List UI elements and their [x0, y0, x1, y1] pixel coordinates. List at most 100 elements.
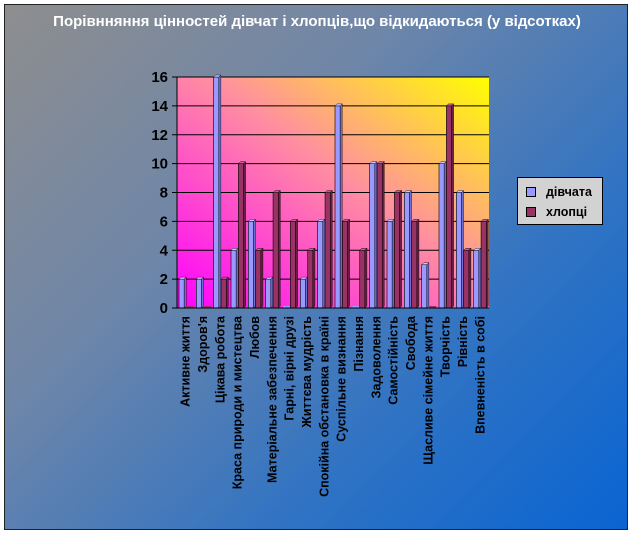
- y-tick-label: 6: [160, 213, 168, 230]
- y-tick-label: 10: [151, 156, 168, 173]
- bar-divchata: [178, 278, 185, 309]
- bar-khloptsi: [411, 221, 418, 309]
- legend-label-khloptsi: хлопці: [546, 205, 588, 219]
- x-tick-label: Краса природи и мистецтва: [231, 315, 245, 489]
- x-tick-label: Свобода: [404, 315, 418, 370]
- bar-divchata: [473, 249, 480, 309]
- bar-side: [260, 247, 264, 309]
- bar-side: [253, 218, 256, 309]
- bar-khloptsi: [272, 192, 279, 309]
- bar-side: [270, 276, 274, 309]
- bar-divchata: [283, 306, 291, 308]
- bar-divchata: [334, 105, 341, 309]
- bar-divchata: [352, 306, 360, 308]
- bar-side: [374, 161, 378, 309]
- x-tick-label: Рівність: [456, 316, 470, 368]
- bar-khloptsi: [446, 105, 452, 309]
- bar-side: [322, 218, 326, 309]
- x-tick-label: Здоров'я: [196, 316, 210, 373]
- y-tick-label: 4: [160, 242, 169, 259]
- bar-side: [312, 247, 316, 309]
- bar-side: [201, 276, 204, 309]
- y-tick-label: 2: [160, 271, 168, 288]
- y-tick-label: 12: [151, 127, 168, 144]
- x-tick-label: Задоволення: [369, 316, 383, 398]
- bar-side: [295, 218, 298, 309]
- bar-side: [444, 161, 447, 309]
- bar-side: [243, 161, 246, 309]
- x-tick-label: Матеріальне забезпечення: [265, 316, 279, 483]
- x-tick-label: Активне життя: [179, 316, 193, 407]
- bar-side: [340, 103, 343, 309]
- bar-side: [468, 247, 472, 309]
- bar-divchata: [386, 221, 393, 309]
- bar-divchata: [265, 278, 272, 309]
- legend: дівчата хлопці: [517, 177, 603, 225]
- bar-divchata: [248, 221, 254, 309]
- bar-side: [364, 247, 368, 309]
- bar-divchata: [196, 278, 202, 309]
- bar-side: [426, 262, 430, 309]
- x-tick-label: Любов: [248, 316, 262, 359]
- x-tick-label: Пізнання: [352, 316, 366, 372]
- bar-side: [183, 276, 187, 309]
- x-tick-label: Цікава робота: [213, 315, 227, 403]
- chart-plot: 0 2 4 6 8 10 12 14 16 Активне життя Здоров'я Цікава…: [151, 69, 489, 497]
- legend-item-khloptsi: хлопці: [526, 204, 587, 220]
- y-tick-label: 14: [151, 98, 168, 115]
- y-tick-label: 16: [151, 69, 168, 86]
- bar-side: [451, 103, 454, 309]
- bar-khloptsi: [480, 221, 487, 309]
- bar-khloptsi: [394, 192, 400, 309]
- x-tick-label: Гарні, вірні друзі: [283, 316, 297, 421]
- x-tick-label: Впевненість в собі: [473, 316, 487, 434]
- bar-side: [382, 161, 385, 309]
- bar-side: [409, 190, 412, 309]
- chart-frame: Порівнняння цінностей дівчат і хлопців,щ…: [4, 4, 628, 530]
- bar-side: [478, 247, 482, 309]
- x-tick-label: Спокійна обстановка в країні: [317, 316, 331, 497]
- bar-khloptsi: [307, 249, 314, 309]
- bar-divchata: [230, 249, 237, 309]
- bar-side: [347, 218, 350, 309]
- chart-title: Порівнняння цінностей дівчат і хлопців,щ…: [53, 13, 581, 30]
- bar-divchata: [456, 192, 462, 309]
- bar-khloptsi: [220, 278, 227, 309]
- x-tick-label: Самостійність: [387, 316, 401, 405]
- bar-divchata: [404, 192, 410, 309]
- x-tick-label: Щасливе сімейне життя: [421, 316, 435, 465]
- bar-divchata: [213, 76, 220, 309]
- bar-side: [461, 190, 464, 309]
- bar-side: [486, 218, 489, 309]
- x-tick-label: Життєва мудрість: [300, 316, 314, 429]
- bar-side: [399, 190, 402, 309]
- bar-divchata: [421, 264, 428, 309]
- y-tick-label: 0: [160, 300, 168, 317]
- bar-divchata: [300, 278, 306, 309]
- bar-khloptsi: [463, 249, 470, 309]
- legend-swatch-divchata: [526, 187, 536, 197]
- bar-side: [278, 190, 281, 309]
- bar-side: [416, 218, 420, 309]
- bar-side: [226, 276, 229, 309]
- bar-divchata: [369, 163, 376, 309]
- bar-khloptsi: [186, 306, 194, 308]
- x-tick-label: Творчість: [439, 316, 453, 377]
- x-tick-label: Суспільне визнання: [335, 316, 349, 442]
- bar-khloptsi: [203, 306, 211, 308]
- bar-khloptsi: [429, 306, 437, 308]
- legend-item-divchata: дівчата: [526, 184, 592, 200]
- bar-side: [218, 74, 222, 309]
- bar-khloptsi: [290, 221, 296, 309]
- legend-swatch-khloptsi: [526, 207, 536, 217]
- bar-side: [305, 276, 308, 309]
- bar-khloptsi: [255, 249, 262, 309]
- bar-side: [235, 247, 239, 309]
- bar-khloptsi: [238, 163, 244, 309]
- bar-side: [330, 190, 333, 309]
- bar-khloptsi: [359, 249, 366, 309]
- bar-divchata: [438, 163, 445, 309]
- bar-divchata: [317, 221, 324, 309]
- bar-side: [392, 218, 395, 309]
- legend-label-divchata: дівчата: [546, 185, 592, 199]
